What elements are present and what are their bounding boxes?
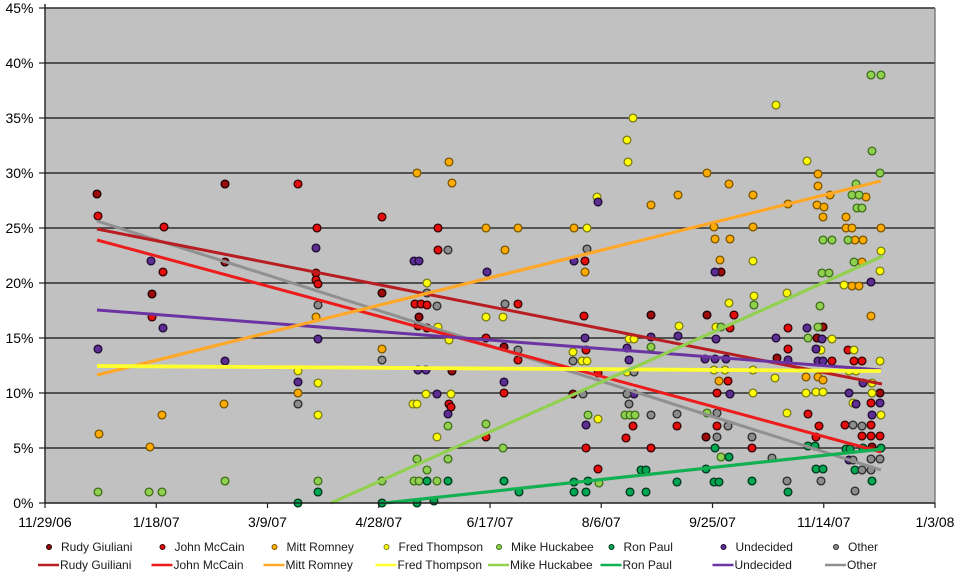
svg-text:Mitt Romney: Mitt Romney	[287, 540, 354, 554]
svg-text:8/6/07: 8/6/07	[582, 514, 621, 530]
svg-text:15%: 15%	[5, 330, 33, 346]
svg-text:John McCain: John McCain	[175, 540, 245, 554]
svg-text:5%: 5%	[13, 440, 33, 456]
svg-text:Mike Huckabee: Mike Huckabee	[510, 558, 593, 572]
svg-text:40%: 40%	[5, 55, 33, 71]
svg-text:Other: Other	[847, 558, 877, 572]
svg-text:35%: 35%	[5, 110, 33, 126]
svg-text:Fred Thompson: Fred Thompson	[398, 558, 483, 572]
svg-text:11/14/07: 11/14/07	[797, 514, 851, 530]
svg-text:9/25/07: 9/25/07	[689, 514, 736, 530]
svg-text:Ron Paul: Ron Paul	[624, 540, 673, 554]
svg-text:25%: 25%	[5, 220, 33, 236]
svg-text:Rudy Guiliani: Rudy Guiliani	[60, 558, 131, 572]
svg-text:Mike Huckabee: Mike Huckabee	[511, 540, 594, 554]
svg-text:0%: 0%	[13, 495, 33, 511]
svg-text:Other: Other	[848, 540, 878, 554]
svg-text:Rudy Giuliani: Rudy Giuliani	[61, 540, 132, 554]
svg-text:3/9/07: 3/9/07	[248, 514, 287, 530]
svg-text:4/28/07: 4/28/07	[355, 514, 402, 530]
svg-text:1/18/07: 1/18/07	[133, 514, 180, 530]
svg-text:Mitt Romney: Mitt Romney	[286, 558, 353, 572]
svg-text:45%: 45%	[5, 0, 33, 16]
svg-text:Ron Paul: Ron Paul	[623, 558, 672, 572]
svg-text:11/29/06: 11/29/06	[18, 514, 72, 530]
svg-text:Undecided: Undecided	[736, 540, 793, 554]
svg-text:6/17/07: 6/17/07	[467, 514, 514, 530]
svg-text:John McCain: John McCain	[174, 558, 244, 572]
svg-text:1/3/08: 1/3/08	[916, 514, 955, 530]
svg-text:20%: 20%	[5, 275, 33, 291]
svg-text:30%: 30%	[5, 165, 33, 181]
svg-text:Undecided: Undecided	[735, 558, 792, 572]
svg-text:Fred Thompson: Fred Thompson	[399, 540, 484, 554]
svg-text:10%: 10%	[5, 385, 33, 401]
